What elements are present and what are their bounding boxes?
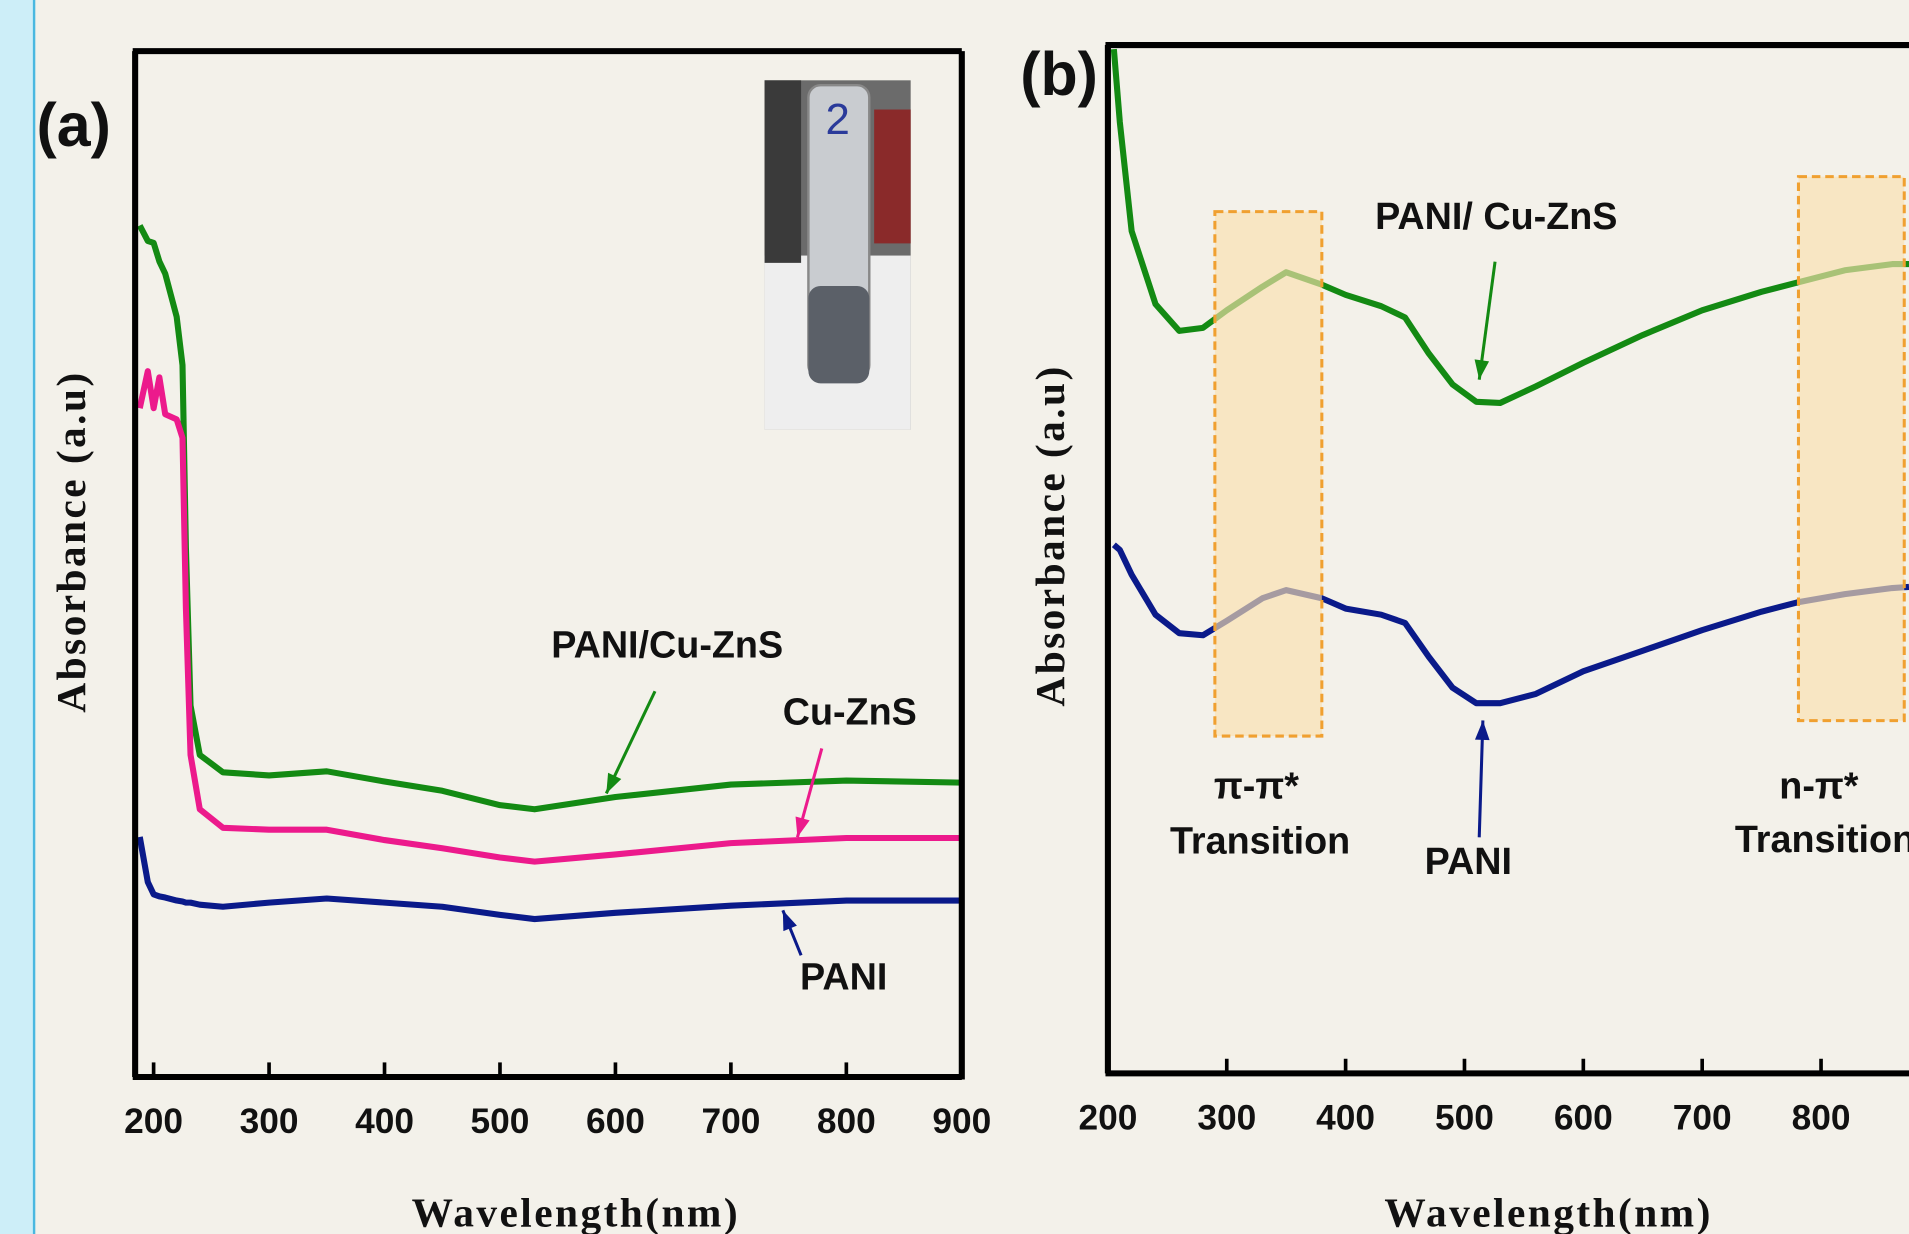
- series-label: PANI: [800, 956, 887, 998]
- y-axis-label: Absorbance (a.u): [48, 370, 95, 712]
- arrow-head: [796, 817, 810, 838]
- x-axis-label: Wavelength(nm): [412, 1190, 740, 1234]
- svg-text:2: 2: [825, 95, 849, 144]
- x-tick-label: 400: [1316, 1098, 1375, 1137]
- x-tick-label: 500: [471, 1102, 530, 1141]
- arrow-head: [1475, 359, 1489, 379]
- series-label: PANI/Cu-ZnS: [551, 623, 783, 665]
- series-label: PANI: [1425, 840, 1512, 882]
- x-tick-label: 600: [1554, 1098, 1613, 1137]
- x-tick-label: 400: [355, 1102, 414, 1141]
- panel-label: (a): [37, 91, 111, 159]
- inset-photo: 2: [765, 80, 911, 429]
- transition-band: [1215, 212, 1322, 736]
- x-tick-label: 600: [586, 1102, 645, 1141]
- x-axis-label: Wavelength(nm): [1384, 1190, 1712, 1234]
- x-tick-label: 500: [1435, 1098, 1494, 1137]
- figure: 2 PANI/Cu-ZnSCu-ZnS PANI 200 300 400 500 600 70…: [0, 0, 1909, 1234]
- x-tick-label: 700: [1673, 1098, 1732, 1137]
- x-tick-label: 200: [124, 1102, 183, 1141]
- band-sublabel: Transition: [1170, 819, 1350, 861]
- x-tick-label: 800: [1792, 1098, 1851, 1137]
- page: {"chart_data": [ {"type": "line", "panel…: [0, 0, 1909, 1234]
- series-label: PANI/ Cu-ZnS: [1375, 195, 1617, 237]
- x-tick-label: 700: [701, 1102, 760, 1141]
- band-label: n-π*: [1779, 765, 1858, 807]
- panel-label: (b): [1020, 40, 1098, 108]
- band-sublabel: Transition: [1735, 818, 1909, 860]
- x-tick-label: 900: [932, 1102, 991, 1141]
- x-tick-label: 800: [817, 1102, 876, 1141]
- arrow-head: [1475, 720, 1490, 740]
- series-line: [140, 371, 962, 861]
- arrow-head: [606, 773, 621, 794]
- transition-band: [1798, 177, 1904, 721]
- x-tick-label: 300: [240, 1102, 299, 1141]
- x-tick-label: 300: [1197, 1098, 1256, 1137]
- series-line: [140, 837, 962, 919]
- arrow-head: [783, 910, 797, 931]
- series-label: Cu-ZnS: [783, 690, 917, 732]
- band-label: π-π*: [1214, 765, 1299, 807]
- side-strip: [0, 0, 34, 1234]
- x-tick-label: 200: [1078, 1098, 1137, 1137]
- y-axis-label: Absorbance (a.u): [1027, 364, 1074, 706]
